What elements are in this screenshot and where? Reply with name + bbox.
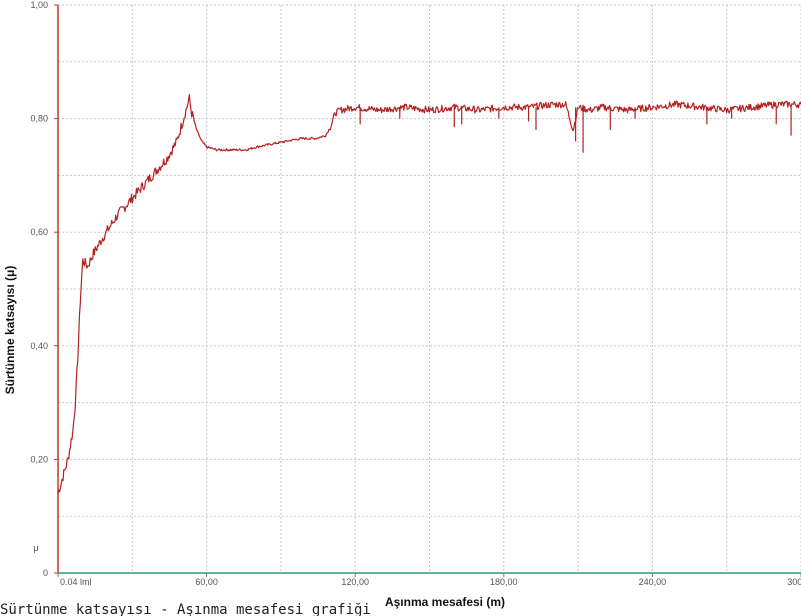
series-line	[57, 94, 801, 494]
x-tick-label: 180,00	[490, 577, 518, 587]
axes	[54, 4, 801, 577]
x-axis-title: Aşınma mesafesi (m)	[385, 595, 505, 609]
y-tick-label: 0,60	[30, 227, 48, 237]
y-tick-label: 0,80	[30, 114, 48, 124]
x-tick-label: 60,00	[195, 577, 218, 587]
y-tick-label: 0	[43, 568, 48, 578]
x-tick-label: 240,00	[639, 577, 667, 587]
y-tick-label: 1,00	[30, 0, 48, 10]
y-unit-label: μ	[33, 543, 38, 553]
grid-lines	[57, 4, 801, 574]
series-layer	[57, 94, 801, 494]
y-tick-label: 0,40	[30, 341, 48, 351]
x-tick-label: 300,00	[787, 577, 801, 587]
figure-caption: Sürtünme katsayısı - Aşınma mesafesi gra…	[0, 602, 371, 616]
y-tick-label: 0,20	[30, 454, 48, 464]
x-tick-label: 120,00	[341, 577, 369, 587]
y-axis-title: Sürtünme katsayısı (μ)	[3, 266, 17, 395]
tick-labels: 0 0,20 0,40 0,60 0,80 1,00 0.04 lml 60,00 120,00…	[30, 0, 801, 587]
x-tick-label: 0.04 lml	[60, 577, 92, 587]
